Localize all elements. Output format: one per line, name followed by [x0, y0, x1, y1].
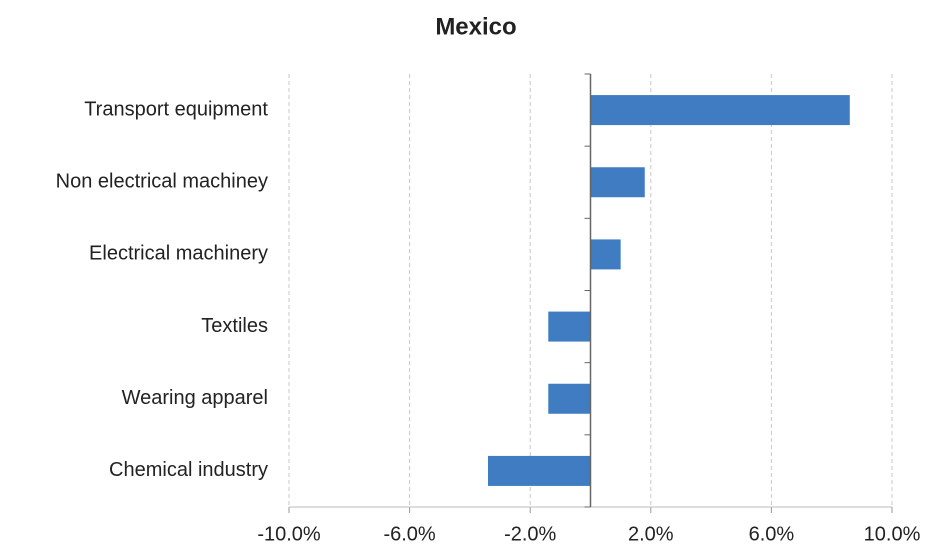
x-tick-label: 6.0% [749, 523, 795, 545]
bar [590, 95, 850, 126]
chart-title: Mexico [435, 13, 516, 40]
x-tick-label: -6.0% [383, 523, 435, 545]
bar [548, 383, 591, 414]
x-tick-label: 10.0% [864, 523, 921, 545]
bar [487, 455, 591, 486]
x-tick-label: -10.0% [257, 523, 321, 545]
y-tick-label: Wearing apparel [122, 387, 268, 409]
x-tick-label: 2.0% [628, 523, 674, 545]
bar [590, 167, 645, 198]
y-tick-label: Transport equipment [84, 98, 268, 120]
bar [590, 239, 621, 270]
y-tick-label: Electrical machinery [89, 243, 268, 265]
y-tick-label: Textiles [201, 315, 268, 337]
y-tick-label: Non electrical machiney [56, 171, 268, 193]
bar [548, 311, 591, 342]
x-tick-label: -2.0% [504, 523, 556, 545]
y-tick-label: Chemical industry [109, 459, 268, 481]
